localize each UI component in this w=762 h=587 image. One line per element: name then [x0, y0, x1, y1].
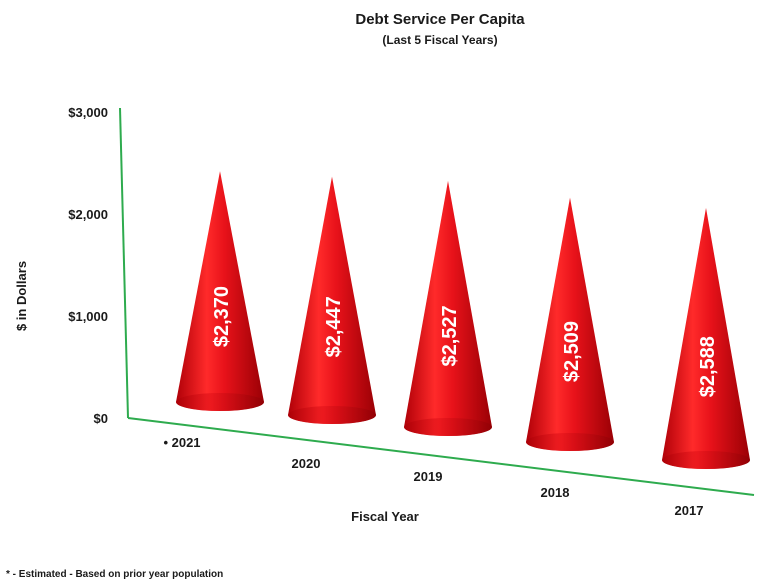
- bar: [176, 171, 264, 411]
- labels: $2,370 • 2021 $2,447 2020 $2,527 2019 $2,509 20…: [163, 286, 719, 518]
- data-label: $2,509: [561, 321, 583, 382]
- bar: [288, 176, 376, 424]
- cone-body: [662, 207, 750, 469]
- footnote: * - Estimated - Based on prior year popu…: [6, 569, 223, 580]
- cone-base: [404, 418, 492, 436]
- y-axis-title: $ in Dollars: [14, 261, 29, 331]
- x-axis-line: [127, 417, 755, 496]
- chart-title: Debt Service Per Capita: [355, 11, 525, 28]
- y-tick-label: $1,000: [68, 309, 108, 324]
- x-tick-label: 2018: [541, 485, 570, 500]
- bars: [176, 171, 750, 469]
- data-label: $2,447: [323, 296, 345, 357]
- cone-body: [404, 180, 492, 436]
- data-label: $2,370: [211, 286, 233, 347]
- y-tick-label: $2,000: [68, 207, 108, 222]
- data-label: $2,588: [697, 336, 719, 397]
- x-tick-label: 2017: [675, 503, 704, 518]
- x-tick-label: 2020: [292, 456, 321, 471]
- cone-base: [176, 393, 264, 411]
- x-tick-label: 2019: [414, 469, 443, 484]
- y-tick-label: $3,000: [68, 105, 108, 120]
- cone-base: [662, 451, 750, 469]
- cone-body: [526, 197, 614, 451]
- cone-body: [176, 171, 264, 411]
- cone-body: [288, 176, 376, 424]
- x-axis-title: Fiscal Year: [351, 509, 419, 524]
- bar: [662, 207, 750, 469]
- bar: [526, 197, 614, 451]
- cone-base: [288, 406, 376, 424]
- chart-subtitle: (Last 5 Fiscal Years): [382, 33, 497, 47]
- data-label: $2,527: [439, 305, 461, 366]
- y-tick-label: $0: [94, 411, 108, 426]
- axes: $0 $1,000 $2,000 $3,000: [68, 105, 755, 496]
- bar: [404, 180, 492, 436]
- y-axis-line: [119, 107, 129, 419]
- cone-base: [526, 433, 614, 451]
- x-tick-label: • 2021: [163, 435, 200, 450]
